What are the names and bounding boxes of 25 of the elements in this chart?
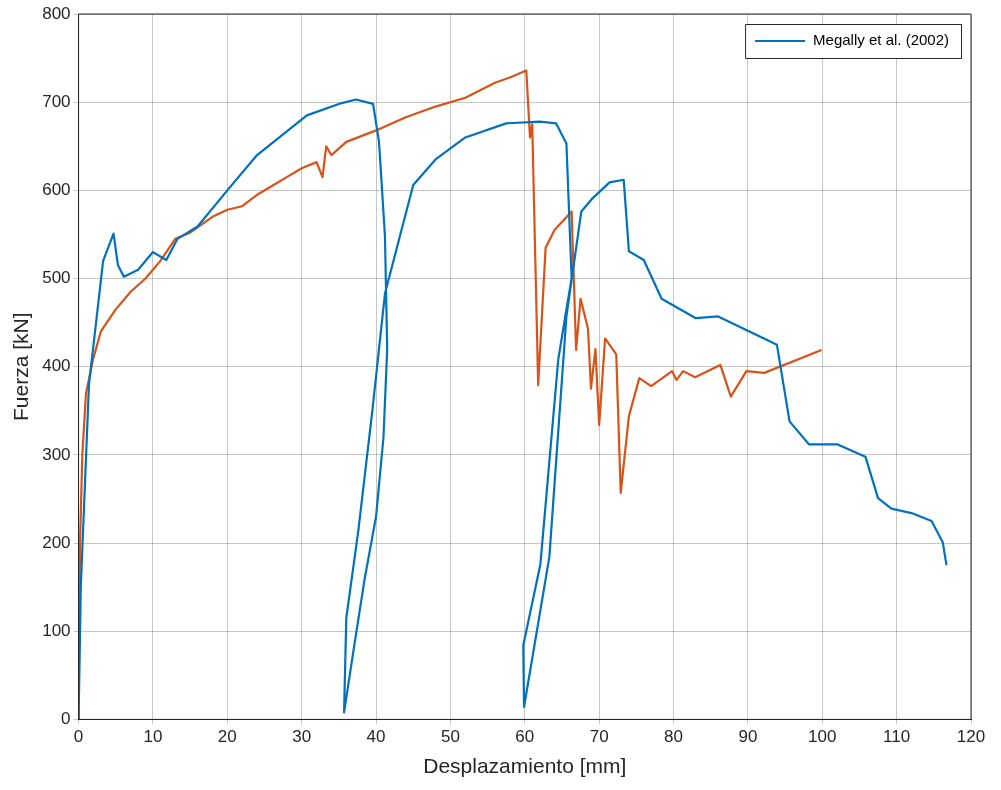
x-tick-label: 120	[956, 727, 986, 747]
y-tick-label: 700	[42, 91, 71, 111]
x-tick-label: 10	[143, 727, 163, 747]
x-tick-label: 0	[73, 727, 84, 747]
x-tick-label: 30	[292, 727, 312, 747]
y-tick-label: 500	[42, 268, 71, 288]
y-axis-title: Fuerza [kN]	[9, 312, 33, 421]
y-tick-label: 300	[42, 444, 71, 464]
y-tick-label: 800	[42, 3, 71, 23]
legend-label: Megally et al. (2002)	[813, 31, 950, 49]
y-tick-label: 400	[42, 356, 71, 376]
y-tick-label: 100	[42, 620, 71, 640]
x-tick-label: 50	[440, 727, 460, 747]
x-tick-label: 90	[738, 727, 758, 747]
x-tick-label: 20	[217, 727, 237, 747]
x-tick-label: 60	[515, 727, 535, 747]
x-tick-label: 70	[589, 727, 609, 747]
x-tick-label: 40	[366, 727, 386, 747]
x-tick-label: 100	[808, 727, 837, 747]
y-tick-label: 200	[42, 532, 71, 552]
y-tick-label: 600	[42, 180, 71, 200]
x-tick-label: 80	[664, 727, 683, 747]
x-tick-label: 110	[883, 727, 911, 747]
y-tick-label: 0	[61, 709, 71, 729]
x-axis-title: Desplazamiento [mm]	[423, 754, 627, 778]
